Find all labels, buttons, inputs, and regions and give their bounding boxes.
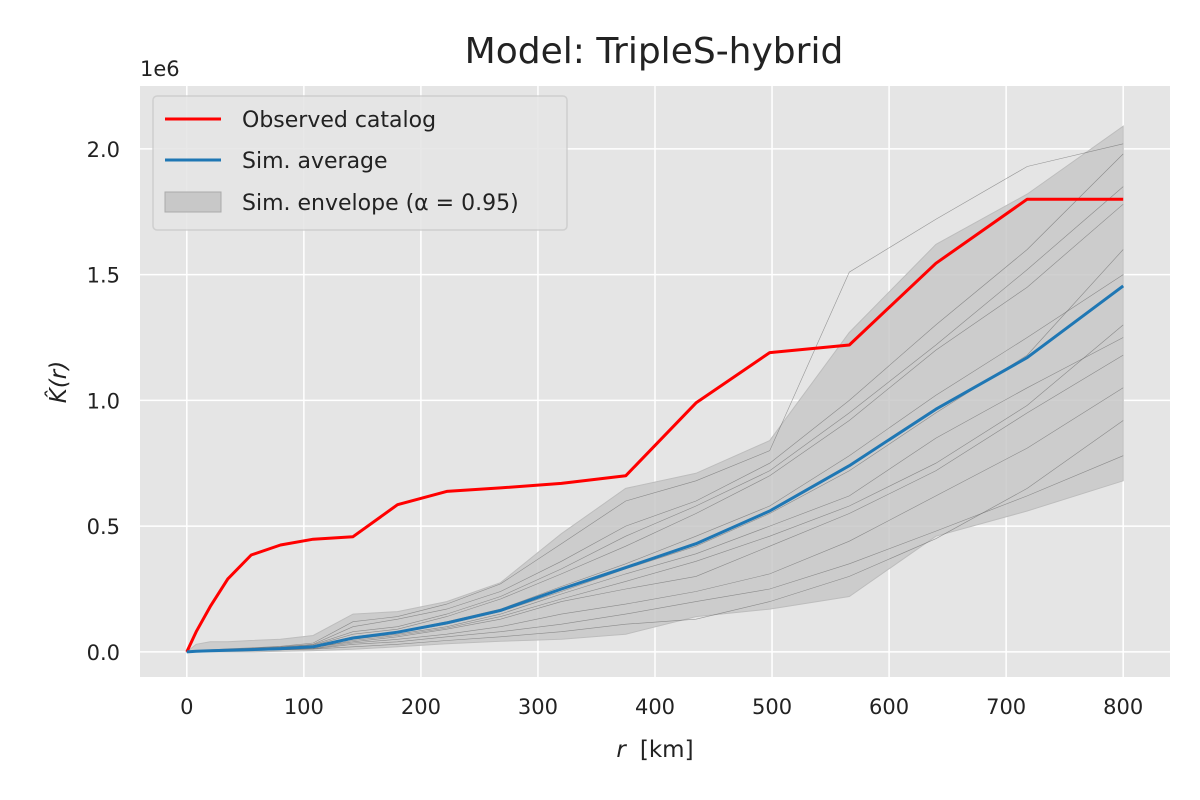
legend: Observed catalog Sim. average Sim. envel… <box>152 95 568 231</box>
legend-label-average: Sim. average <box>242 149 388 174</box>
x-tick-label: 100 <box>284 695 324 719</box>
y-tick-label: 1.0 <box>87 389 120 413</box>
x-tick-label: 600 <box>869 695 909 719</box>
x-tick-label: 400 <box>635 695 675 719</box>
legend-swatch-envelope <box>164 191 222 213</box>
x-tick-label: 300 <box>518 695 558 719</box>
x-tick-label: 800 <box>1103 695 1143 719</box>
x-axis-unit: [km] <box>640 737 694 763</box>
series-layer <box>185 197 1125 654</box>
y-tick-label: 2.0 <box>87 138 120 162</box>
legend-label-observed: Observed catalog <box>242 108 436 133</box>
x-axis-label: r [km] <box>616 737 693 763</box>
y-tick-label: 0.0 <box>87 641 120 665</box>
chart-title: Model: TripleS-hybrid <box>465 31 844 72</box>
tick-labels: 0 100 200 300 400 500 600 700 800 0.0 0.5 1.0 1.5 2.0 <box>87 138 1144 719</box>
legend-box <box>152 95 568 231</box>
y-axis-label: K̂(r) <box>45 361 72 404</box>
x-tick-label: 500 <box>752 695 792 719</box>
y-tick-label: 1.5 <box>87 264 120 288</box>
legend-label-envelope: Sim. envelope (α = 0.95) <box>242 191 519 216</box>
y-tick-label: 0.5 <box>87 515 120 539</box>
x-tick-label: 0 <box>180 695 193 719</box>
observed-catalog-line <box>185 197 1124 653</box>
x-tick-label: 700 <box>986 695 1026 719</box>
x-tick-label: 200 <box>401 695 441 719</box>
y-offset-text: 1e6 <box>140 57 180 81</box>
x-axis-variable: r <box>616 737 627 763</box>
simulation-average-line <box>186 284 1125 654</box>
